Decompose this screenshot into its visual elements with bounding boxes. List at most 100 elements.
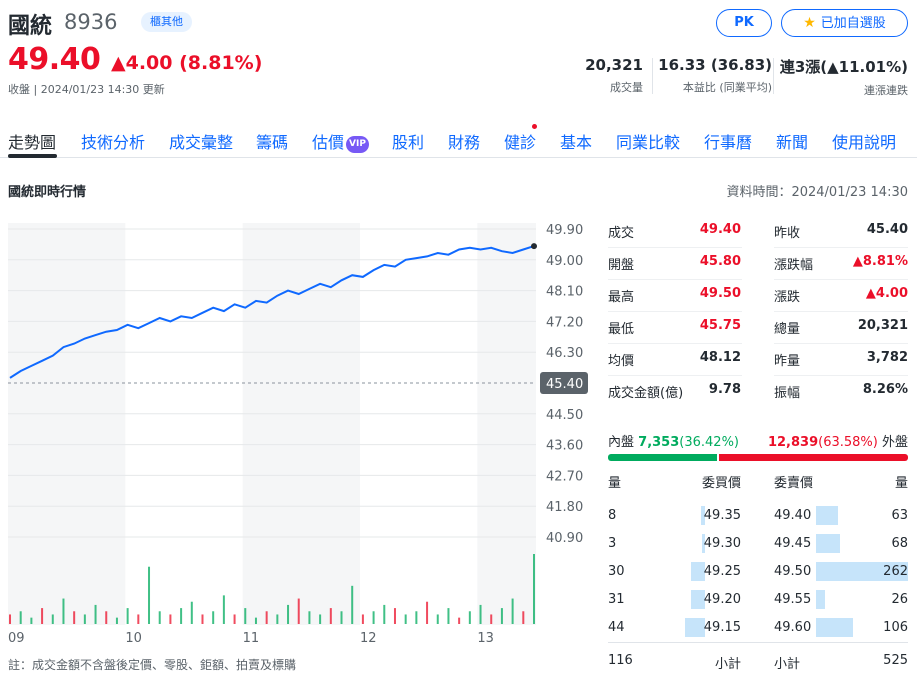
tab-technical[interactable]: 技術分析 bbox=[81, 133, 146, 152]
orderbook-bid-price: 49.15 bbox=[703, 620, 741, 635]
volume-bar bbox=[468, 611, 471, 624]
update-status: 收盤 | 2024/01/23 14:30 更新 bbox=[8, 83, 165, 96]
volume-bar bbox=[533, 554, 535, 624]
quote-right-label: 總量 bbox=[774, 322, 801, 337]
y-tick-label: 46.30 bbox=[546, 346, 583, 361]
divider bbox=[774, 311, 908, 312]
pk-button[interactable]: PK bbox=[716, 9, 772, 37]
bid-qty-header: 量 bbox=[608, 476, 622, 491]
outer-ratio-bar bbox=[719, 454, 908, 461]
notification-dot bbox=[532, 124, 537, 129]
ask-total-label: 小計 bbox=[774, 657, 801, 672]
tab-financial[interactable]: 財務 bbox=[448, 133, 481, 152]
footnote: 註：成交金額不含盤後定價、零股、鉅額、拍賣及標購 bbox=[8, 658, 297, 672]
tab-chips[interactable]: 籌碼 bbox=[256, 133, 289, 152]
stock-code: 8936 bbox=[64, 10, 118, 34]
volume-bar bbox=[73, 611, 76, 624]
ask-volume-bar bbox=[816, 506, 838, 525]
volume-bar bbox=[233, 614, 236, 624]
bid-volume-bar bbox=[702, 534, 705, 553]
tab-trades[interactable]: 成交彙整 bbox=[169, 133, 234, 152]
stock-name: 國統 bbox=[8, 14, 53, 39]
tab-valuation[interactable]: 估價 VIP bbox=[312, 129, 369, 153]
tab-bar: 走勢圖 技術分析 成交彙整 籌碼 估價 VIP 股利 財務 健診 基本 同業比較 … bbox=[0, 122, 917, 158]
divider bbox=[608, 642, 908, 643]
price-change: ▲4.00 (8.81%) bbox=[111, 52, 263, 74]
orderbook-ask-price: 49.40 bbox=[774, 508, 812, 523]
volume-bar bbox=[511, 598, 514, 624]
y-tick-label: 44.50 bbox=[546, 408, 583, 423]
intraday-chart[interactable]: 49.90 49.00 48.10 47.20 46.30 44.50 43.60 42.70… bbox=[0, 215, 600, 650]
stat-volume: 20,321 成交量 bbox=[585, 56, 643, 95]
bid-volume-bar bbox=[691, 562, 705, 581]
volume-bar bbox=[372, 611, 375, 624]
quote-right-value: ▲8.81% bbox=[852, 254, 908, 269]
x-tick-label: 12 bbox=[360, 631, 377, 646]
price-line bbox=[9, 245, 535, 379]
volume-bar bbox=[500, 608, 503, 624]
tab-basic[interactable]: 基本 bbox=[560, 133, 593, 152]
orderbook-ask-qty: 68 bbox=[891, 536, 908, 551]
stat-pe-label: 本益比 (同業平均) bbox=[682, 81, 772, 94]
bid-price-header: 委買價 bbox=[701, 476, 741, 491]
volume-bar bbox=[180, 608, 183, 624]
outer-value: 12,839 bbox=[767, 435, 819, 450]
y-tick-label: 41.80 bbox=[546, 500, 583, 515]
inner-value: 7,353 bbox=[638, 435, 680, 450]
current-price: 49.40 bbox=[8, 42, 101, 77]
tab-calendar[interactable]: 行事曆 bbox=[704, 133, 753, 152]
volume-bar bbox=[479, 604, 482, 624]
tab-news[interactable]: 新聞 bbox=[776, 133, 809, 152]
stat-volume-label: 成交量 bbox=[610, 81, 643, 94]
tab-health[interactable]: 健診 bbox=[504, 133, 537, 152]
hour-band bbox=[477, 223, 536, 625]
stat-pe-value: 16.33 (36.83) bbox=[658, 56, 772, 74]
volume-bar bbox=[148, 566, 151, 624]
divider bbox=[774, 247, 908, 248]
volume-bar bbox=[212, 611, 215, 624]
bid-volume-bar bbox=[685, 618, 705, 637]
divider bbox=[774, 343, 908, 344]
ask-volume-bar bbox=[816, 562, 908, 581]
volume-bar bbox=[115, 617, 118, 624]
orderbook-bid-qty: 8 bbox=[608, 508, 617, 523]
quote-left-label: 最高 bbox=[608, 290, 635, 305]
hour-band bbox=[8, 223, 126, 625]
volume-bar bbox=[201, 614, 204, 624]
quote-right-label: 漲跌 bbox=[774, 290, 801, 305]
volume-bar bbox=[426, 601, 429, 624]
quote-left-label: 均價 bbox=[608, 354, 635, 369]
tab-help[interactable]: 使用說明 bbox=[832, 133, 897, 152]
orderbook-bid-qty: 3 bbox=[608, 536, 617, 551]
market-badge[interactable]: 櫃其他 bbox=[141, 12, 192, 32]
reference-badge: 45.40 bbox=[540, 372, 588, 394]
orderbook-ask-qty: 106 bbox=[883, 620, 908, 635]
volume-bar bbox=[404, 614, 407, 624]
quote-right-label: 漲跌幅 bbox=[774, 258, 814, 273]
bid-volume-bar bbox=[691, 590, 705, 609]
orderbook-ask-price: 49.60 bbox=[774, 620, 812, 635]
volume-bar bbox=[351, 585, 354, 624]
tab-dividend[interactable]: 股利 bbox=[392, 133, 425, 152]
reference-value: 45.40 bbox=[546, 377, 583, 392]
tab-chart[interactable]: 走勢圖 bbox=[8, 133, 57, 152]
volume-bar bbox=[94, 604, 97, 624]
ask-volume-bar bbox=[816, 618, 853, 637]
inner-pct: (36.42%) bbox=[679, 435, 739, 450]
watchlist-button[interactable]: ★ 已加自選股 bbox=[781, 9, 908, 37]
volume-bar bbox=[415, 611, 418, 624]
bid-volume-bar bbox=[701, 506, 705, 525]
orderbook-ask-qty: 26 bbox=[891, 592, 908, 607]
tab-peers[interactable]: 同業比較 bbox=[616, 133, 681, 152]
inner-ratio-bar bbox=[608, 454, 717, 461]
volume-bar bbox=[254, 617, 257, 624]
quote-right-value: 20,321 bbox=[857, 318, 908, 333]
divider bbox=[652, 58, 653, 94]
volume-bar bbox=[137, 614, 140, 624]
quote-right-label: 昨收 bbox=[774, 226, 801, 241]
watchlist-label: 已加自選股 bbox=[820, 16, 886, 31]
active-tab-indicator bbox=[8, 154, 57, 158]
divider bbox=[774, 279, 908, 280]
volume-bar bbox=[458, 617, 461, 624]
volume-bar bbox=[169, 614, 172, 624]
